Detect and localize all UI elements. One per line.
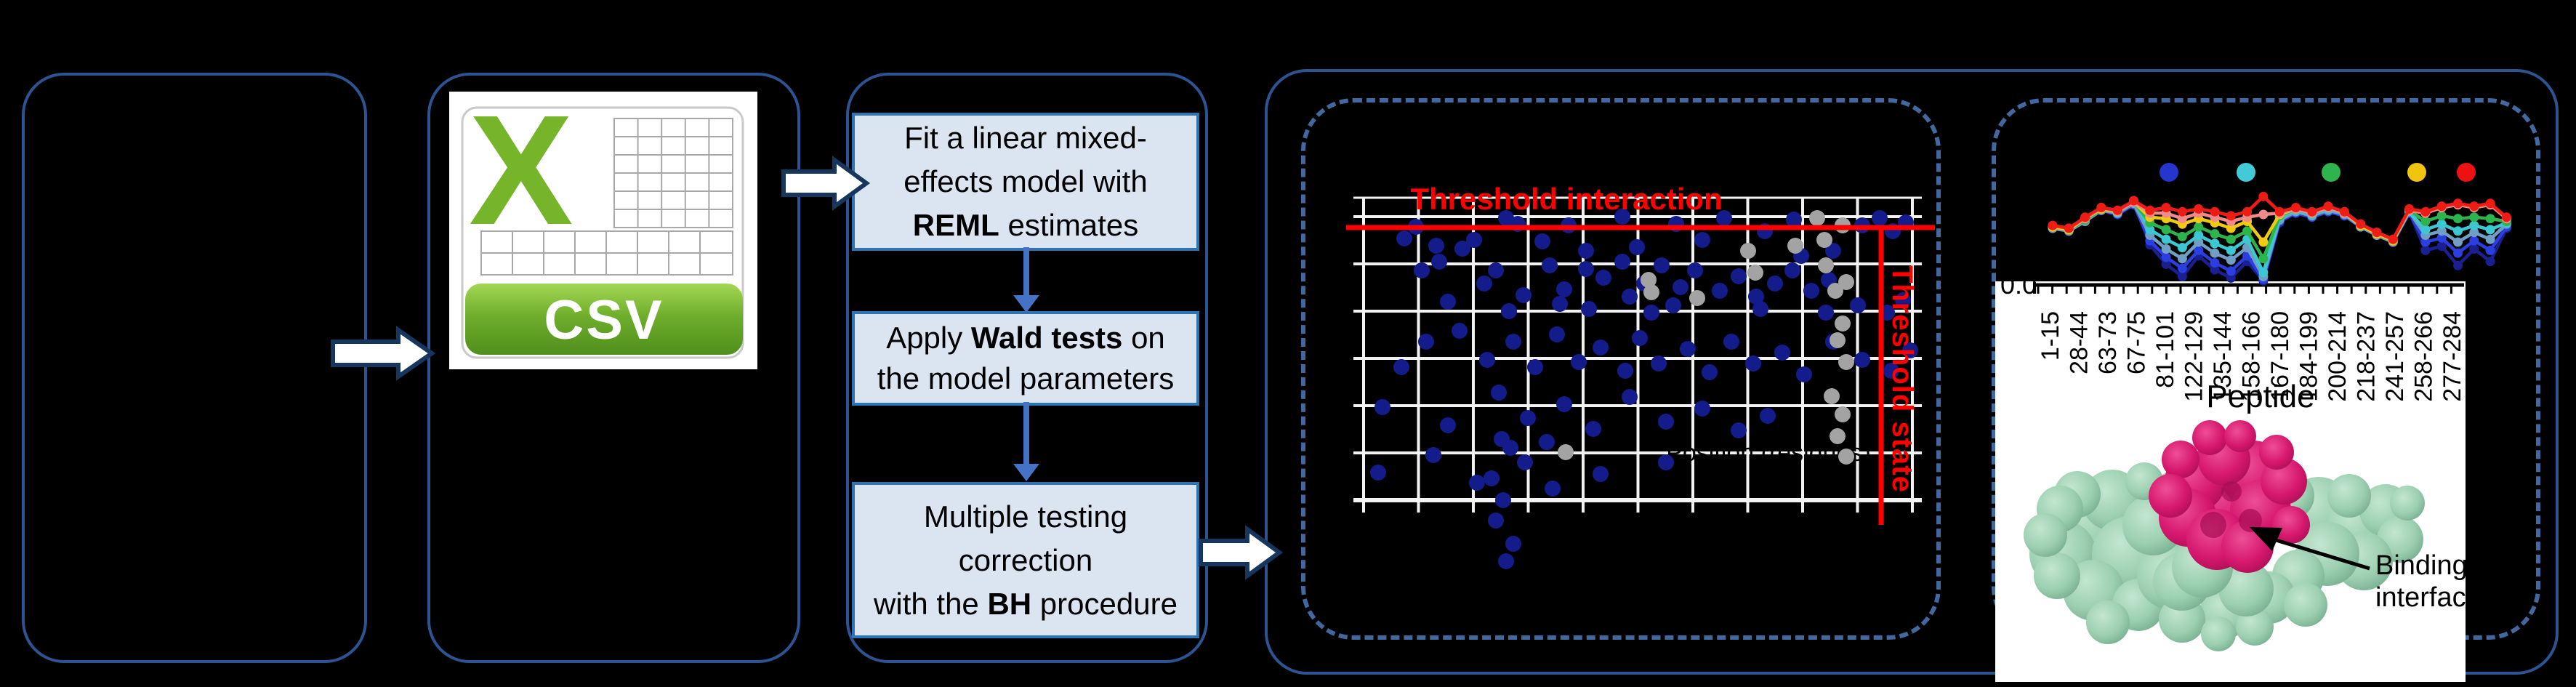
- csv-banner: [465, 284, 743, 355]
- uptake-x-axis-title: Peptide: [2206, 379, 2314, 414]
- peptide-tick-label: 167-180: [2266, 311, 2294, 402]
- panel-csv: [427, 73, 800, 663]
- flow-box-line: Fit a linear mixed-: [904, 121, 1147, 155]
- panel-results-outer: [1265, 69, 2559, 675]
- flow-box-line: the model parameters: [877, 361, 1175, 395]
- flow-box-multiple-testing: Multiple testing correction with the BH pr…: [852, 482, 1199, 638]
- arrow-input-to-csv: [331, 326, 436, 381]
- peptide-tick-label: 135-144: [2209, 311, 2237, 402]
- scatter-points: [1370, 209, 1918, 569]
- spreadsheet-grid-upper: [613, 118, 733, 228]
- arrow-csv-to-statistics: [781, 156, 871, 211]
- legend-dot: [2457, 163, 2476, 182]
- panel-statistics: [846, 73, 1208, 663]
- peptide-tick-label: 122-129: [2181, 311, 2208, 402]
- peptide-tick-label: 158-166: [2238, 311, 2266, 402]
- peptide-tick-label: 218-237: [2353, 311, 2380, 402]
- peptide-tick-label: 28-44: [2066, 311, 2093, 374]
- peptide-tick-label: 81-101: [2152, 311, 2179, 388]
- uptake-axis-ticks: [2037, 285, 2452, 294]
- peptide-tick-label: 241-257: [2381, 311, 2409, 402]
- binding-interface-label-2: interface: [2375, 582, 2482, 613]
- flow-box-line: correction: [958, 542, 1093, 577]
- flow-box-line: with the BH procedure: [874, 586, 1178, 621]
- flow-arrow-2: [1013, 402, 1039, 481]
- legend-dot: [2322, 163, 2340, 182]
- protein-structure: [2024, 420, 2425, 651]
- panel-input: [22, 73, 367, 663]
- panel-scatter-dashed: [1301, 98, 1941, 640]
- flow-box-line: Apply Wald tests on: [886, 321, 1165, 355]
- legend-dot: [2407, 163, 2426, 182]
- flow-box-line: Multiple testing: [923, 499, 1128, 534]
- peptide-tick-label: 63-73: [2094, 311, 2122, 374]
- spreadsheet-grid-lower: [480, 230, 733, 276]
- csv-banner-label: CSV: [544, 289, 664, 351]
- csv-x-letter: X: [469, 92, 573, 257]
- threshold-state-label: Threshold state: [1886, 265, 1918, 493]
- arrow-statistics-to-results: [1199, 525, 1284, 580]
- uptake-tick-labels: 1-15 28-44 63-73 67-75 81-101 122-129 135-144 1…: [2037, 311, 2466, 402]
- legend-dot: [2237, 163, 2255, 182]
- peptide-tick-label: 184-199: [2295, 311, 2323, 402]
- peptide-tick-label: 258-266: [2410, 311, 2438, 402]
- flow-box-line: REML estimates: [912, 208, 1139, 242]
- threshold-interaction-label: Threshold interaction: [1410, 182, 1722, 216]
- flow-arrow-1: [1013, 247, 1039, 313]
- binding-interface-arrow: [2273, 537, 2370, 571]
- peptide-tick-label: 200-214: [2324, 311, 2351, 402]
- peptide-tick-label: 67-75: [2123, 311, 2151, 374]
- csv-file-icon: X CSV: [449, 82, 757, 369]
- uptake-legend-dots: [2160, 163, 2476, 182]
- uptake-y-tick: 0.0: [2000, 270, 2037, 300]
- uptake-line-series: [2048, 191, 2511, 286]
- binding-interface-arrowhead: [2250, 527, 2282, 551]
- legend-dot: [2160, 163, 2178, 182]
- scatter-gridlines: [1353, 196, 1922, 513]
- binding-interface-label-1: Binding: [2375, 550, 2468, 581]
- flow-box-fit-model: Fit a linear mixed-effects model with REM…: [852, 113, 1199, 251]
- flow-box-line: effects model with: [903, 164, 1148, 198]
- flow-box-wald-tests: Apply Wald tests on the model parameters: [852, 311, 1199, 406]
- peptide-tick-label: 277-284: [2439, 311, 2466, 402]
- peptide-tick-label: 1-15: [2037, 311, 2064, 361]
